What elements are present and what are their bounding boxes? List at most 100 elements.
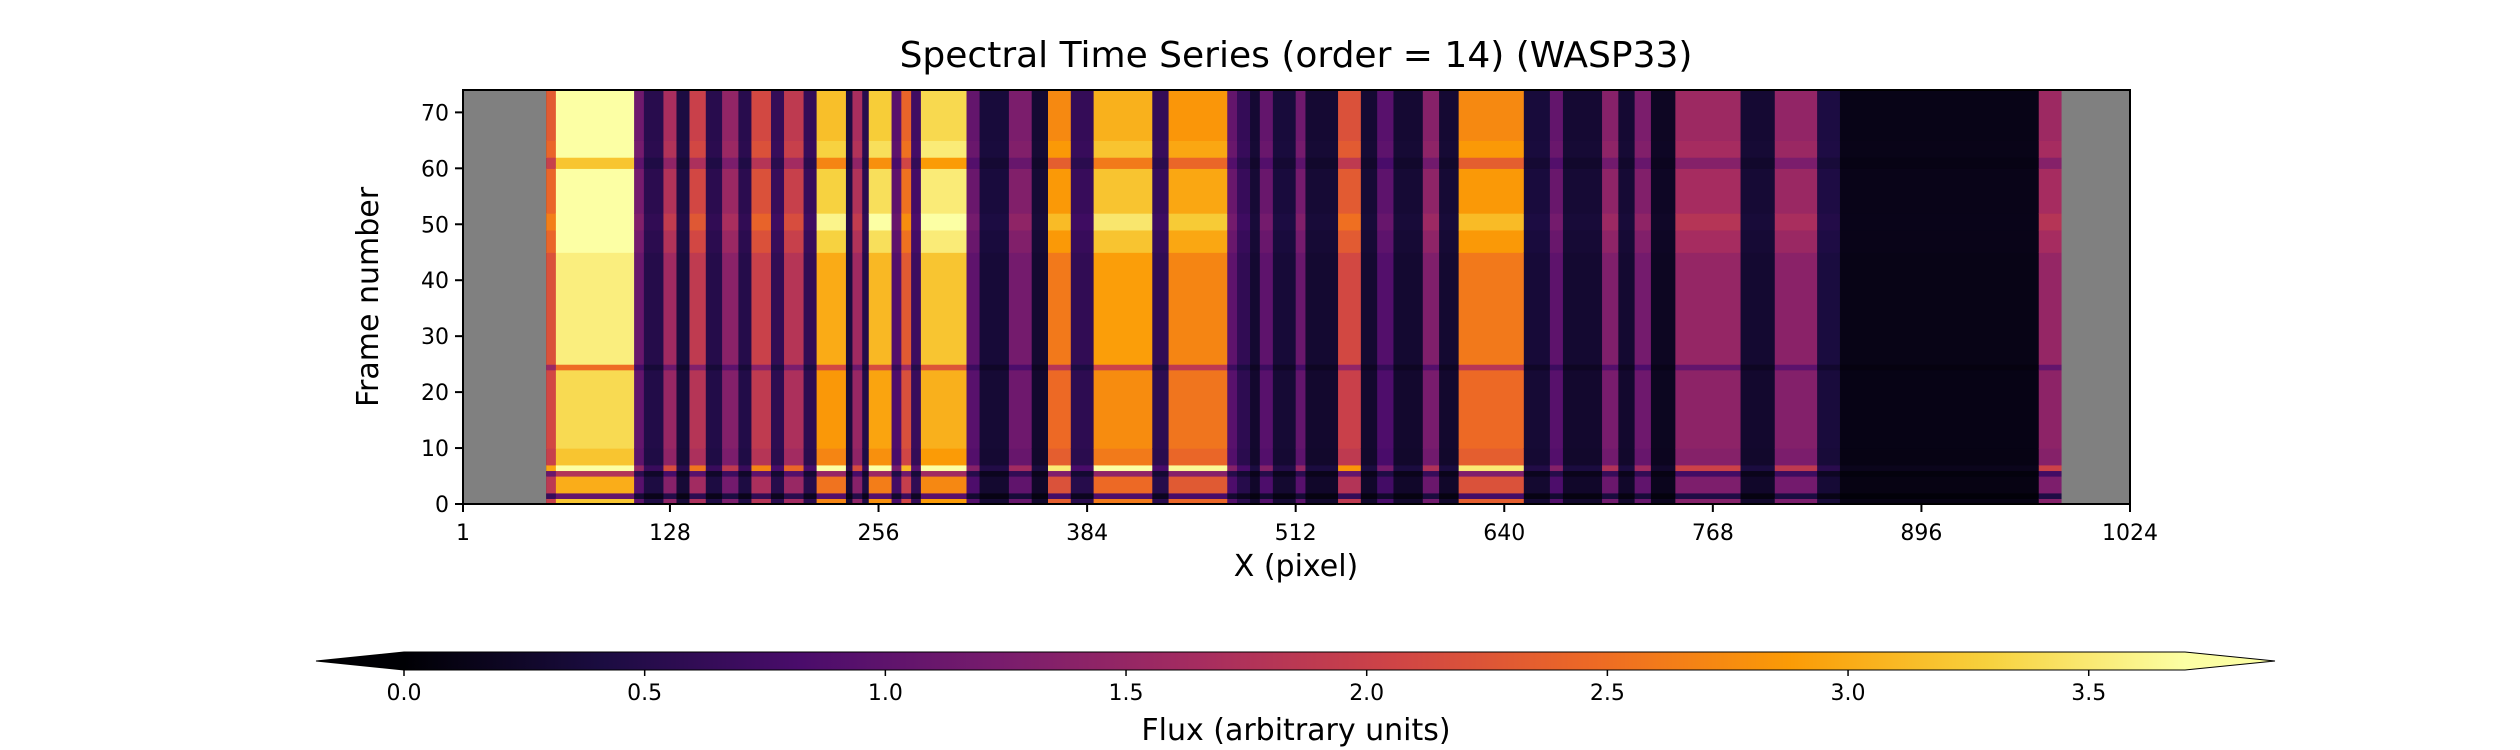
heatmap-cell: [1839, 229, 2040, 253]
heatmap-cell: [1675, 157, 1742, 169]
heatmap-cell: [722, 470, 739, 477]
heatmap-cell: [901, 213, 912, 231]
colorbar-tick-label: 3.0: [1831, 681, 1866, 706]
heatmap-cell: [901, 470, 912, 477]
heatmap-cell: [751, 464, 772, 472]
heatmap-cell: [1650, 476, 1676, 494]
heatmap-cell: [1305, 229, 1339, 253]
heatmap-cell: [891, 369, 902, 449]
heatmap-cell: [1360, 168, 1378, 214]
heatmap-columns: [546, 90, 2063, 504]
heatmap-cell: [816, 252, 847, 365]
heatmap-cell: [1618, 157, 1636, 169]
heatmap-cell: [663, 364, 678, 371]
heatmap-cell: [1259, 498, 1274, 504]
heatmap-cell: [920, 476, 968, 494]
heatmap-cell: [784, 498, 805, 504]
heatmap-cell: [1048, 157, 1072, 169]
heatmap-cell: [770, 470, 785, 477]
heatmap-cell: [1650, 90, 1676, 141]
heatmap-cell: [1070, 140, 1095, 158]
heatmap-cell: [852, 90, 863, 141]
heatmap-cell: [1562, 168, 1603, 214]
masked-region: [2061, 90, 2130, 504]
heatmap-cell: [803, 229, 818, 253]
heatmap-cell: [722, 213, 739, 231]
heatmap-cell: [722, 498, 739, 504]
heatmap-cell: [705, 213, 723, 231]
heatmap-cell: [1070, 252, 1095, 365]
heatmap-cell: [1650, 492, 1676, 499]
heatmap-cell: [705, 464, 723, 472]
heatmap-cell: [1774, 448, 1818, 466]
heatmap-cell: [1523, 157, 1551, 169]
heatmap-cell: [1817, 470, 1841, 477]
heatmap-cell: [868, 140, 893, 158]
heatmap-cell: [1305, 498, 1339, 504]
heatmap-cell: [770, 168, 785, 214]
heatmap-cell: [1523, 498, 1551, 504]
heatmap-cell: [1549, 252, 1564, 365]
heatmap-cell: [1168, 229, 1228, 253]
heatmap-cell: [803, 213, 818, 231]
heatmap-cell: [634, 364, 645, 371]
masked-regions: [463, 90, 2130, 504]
heatmap-cell: [1305, 476, 1339, 494]
heatmap-cell: [1839, 252, 2040, 365]
heatmap-cell: [868, 498, 893, 504]
heatmap-cell: [1070, 364, 1095, 371]
heatmap-cell: [1618, 492, 1636, 499]
heatmap-cell: [1740, 470, 1776, 477]
heatmap-cell: [643, 448, 665, 466]
heatmap-cell: [1562, 369, 1603, 449]
heatmap-cell: [663, 498, 678, 504]
heatmap-cell: [1422, 476, 1440, 494]
heatmap-cell: [979, 464, 1010, 472]
y-tick-label: 30: [421, 325, 449, 350]
heatmap-cell: [1168, 498, 1228, 504]
heatmap-cell: [1272, 492, 1297, 499]
heatmap-cell: [1152, 213, 1170, 231]
heatmap-cell: [1602, 448, 1619, 466]
heatmap-cell: [920, 498, 968, 504]
heatmap-cell: [1152, 464, 1170, 472]
heatmap-cell: [845, 157, 854, 169]
heatmap-cell: [634, 252, 645, 365]
heatmap-cell: [1377, 252, 1395, 365]
heatmap-cell: [979, 157, 1010, 169]
heatmap-cell: [1250, 213, 1261, 231]
heatmap-cell: [1439, 448, 1460, 466]
y-tick-label: 0: [435, 493, 449, 518]
heatmap-cell: [1549, 369, 1564, 449]
heatmap-cell: [1168, 90, 1228, 141]
heatmap-cell: [816, 470, 847, 477]
heatmap-cell: [546, 157, 557, 169]
heatmap-cell: [1338, 476, 1362, 494]
heatmap-cell: [816, 476, 847, 494]
heatmap-cell: [1048, 229, 1072, 253]
heatmap-cell: [1562, 364, 1603, 371]
heatmap-cell: [1774, 498, 1818, 504]
heatmap-cell: [663, 157, 678, 169]
heatmap-cell: [1272, 464, 1297, 472]
heatmap-cell: [643, 464, 665, 472]
heatmap-cell: [2038, 470, 2063, 477]
heatmap-cell: [862, 140, 870, 158]
heatmap-cell: [705, 229, 723, 253]
heatmap-cell: [663, 476, 678, 494]
heatmap-cell: [1360, 229, 1378, 253]
heatmap-cell: [1227, 252, 1238, 365]
heatmap-cell: [862, 492, 870, 499]
heatmap-cell: [1031, 369, 1049, 449]
heatmap-cell: [966, 476, 981, 494]
heatmap-cell: [1549, 476, 1564, 494]
heatmap-cell: [803, 168, 818, 214]
heatmap-cell: [891, 498, 902, 504]
heatmap-cell: [1168, 464, 1228, 472]
heatmap-cell: [1634, 168, 1652, 214]
heatmap-cell: [1237, 464, 1251, 472]
heatmap-cell: [1422, 90, 1440, 141]
heatmap-cell: [1458, 448, 1525, 466]
heatmap-cell: [1152, 369, 1170, 449]
heatmap-cell: [1458, 157, 1525, 169]
